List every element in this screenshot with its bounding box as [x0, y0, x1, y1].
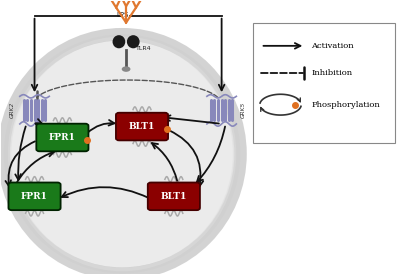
Text: Activation: Activation — [311, 42, 354, 50]
Ellipse shape — [122, 66, 130, 72]
Text: BLT1: BLT1 — [129, 122, 155, 131]
Ellipse shape — [112, 35, 125, 48]
Text: FPR1: FPR1 — [49, 133, 76, 142]
Text: GRK2: GRK2 — [10, 102, 15, 118]
Text: Phosphorylation: Phosphorylation — [311, 101, 380, 109]
Text: TLR4: TLR4 — [136, 46, 152, 51]
Text: Inhibition: Inhibition — [311, 69, 352, 77]
Text: FPR1: FPR1 — [21, 192, 48, 201]
FancyBboxPatch shape — [116, 113, 168, 140]
Ellipse shape — [127, 35, 140, 48]
Text: BLT1: BLT1 — [161, 192, 187, 201]
Text: LPS: LPS — [116, 12, 128, 18]
Bar — [254, 23, 395, 143]
Ellipse shape — [4, 34, 240, 274]
FancyBboxPatch shape — [36, 124, 88, 151]
FancyBboxPatch shape — [8, 183, 61, 210]
Text: GRK5: GRK5 — [241, 102, 246, 118]
FancyBboxPatch shape — [148, 183, 200, 210]
